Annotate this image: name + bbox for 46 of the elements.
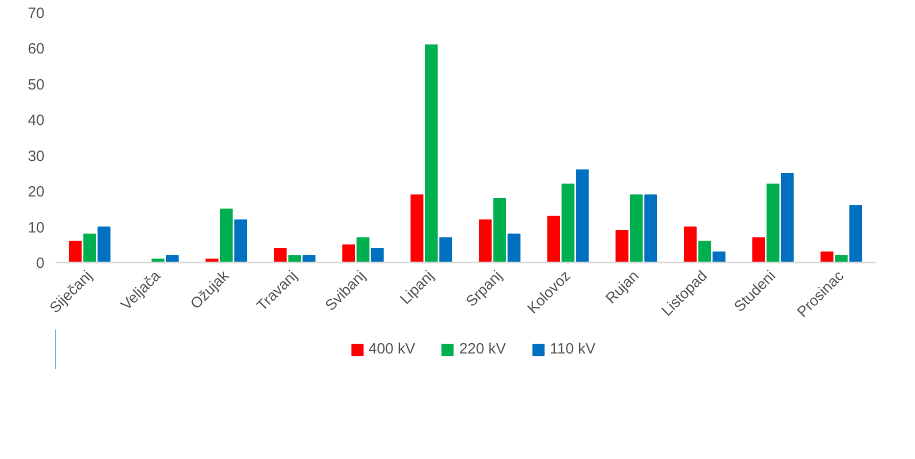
y-tick-label: 30 — [28, 148, 45, 165]
bar — [302, 255, 316, 262]
bar — [630, 194, 643, 262]
bar — [206, 258, 218, 262]
bar — [166, 255, 179, 262]
bar — [410, 194, 424, 262]
y-tick-label: 60 — [28, 40, 45, 58]
bar — [562, 184, 574, 262]
bar — [424, 44, 438, 262]
bar — [547, 216, 560, 262]
bar — [508, 234, 520, 262]
bar — [370, 248, 384, 262]
bar — [766, 184, 780, 262]
bar — [616, 230, 628, 262]
bar — [576, 169, 589, 262]
bar — [849, 205, 862, 262]
bar — [98, 226, 110, 262]
bar — [439, 237, 452, 262]
y-tick-label: 40 — [28, 112, 45, 130]
y-tick-label: 10 — [28, 219, 45, 236]
y-tick-label: 0 — [36, 255, 44, 272]
bar — [274, 248, 287, 262]
bar — [698, 240, 712, 262]
bar — [68, 240, 82, 262]
bar — [220, 208, 233, 262]
bar — [834, 255, 848, 262]
bar — [83, 234, 96, 262]
bar — [288, 255, 302, 262]
bar — [493, 198, 506, 262]
bar — [684, 226, 697, 262]
bar — [234, 219, 248, 262]
bar — [152, 258, 164, 262]
legend-label: 110 kV — [550, 340, 596, 358]
y-tick-label: 20 — [28, 184, 45, 201]
bar — [752, 237, 766, 262]
bar — [712, 252, 726, 262]
bar — [342, 244, 356, 262]
bar — [780, 172, 794, 262]
bar — [644, 194, 658, 262]
y-tick-label: 70 — [28, 5, 45, 22]
bar — [820, 252, 834, 262]
legend-label: 400 kV — [368, 340, 416, 358]
bar — [478, 219, 492, 262]
bar — [356, 237, 370, 262]
legend-label: 220 kV — [459, 340, 506, 358]
y-tick-label: 50 — [28, 76, 45, 94]
